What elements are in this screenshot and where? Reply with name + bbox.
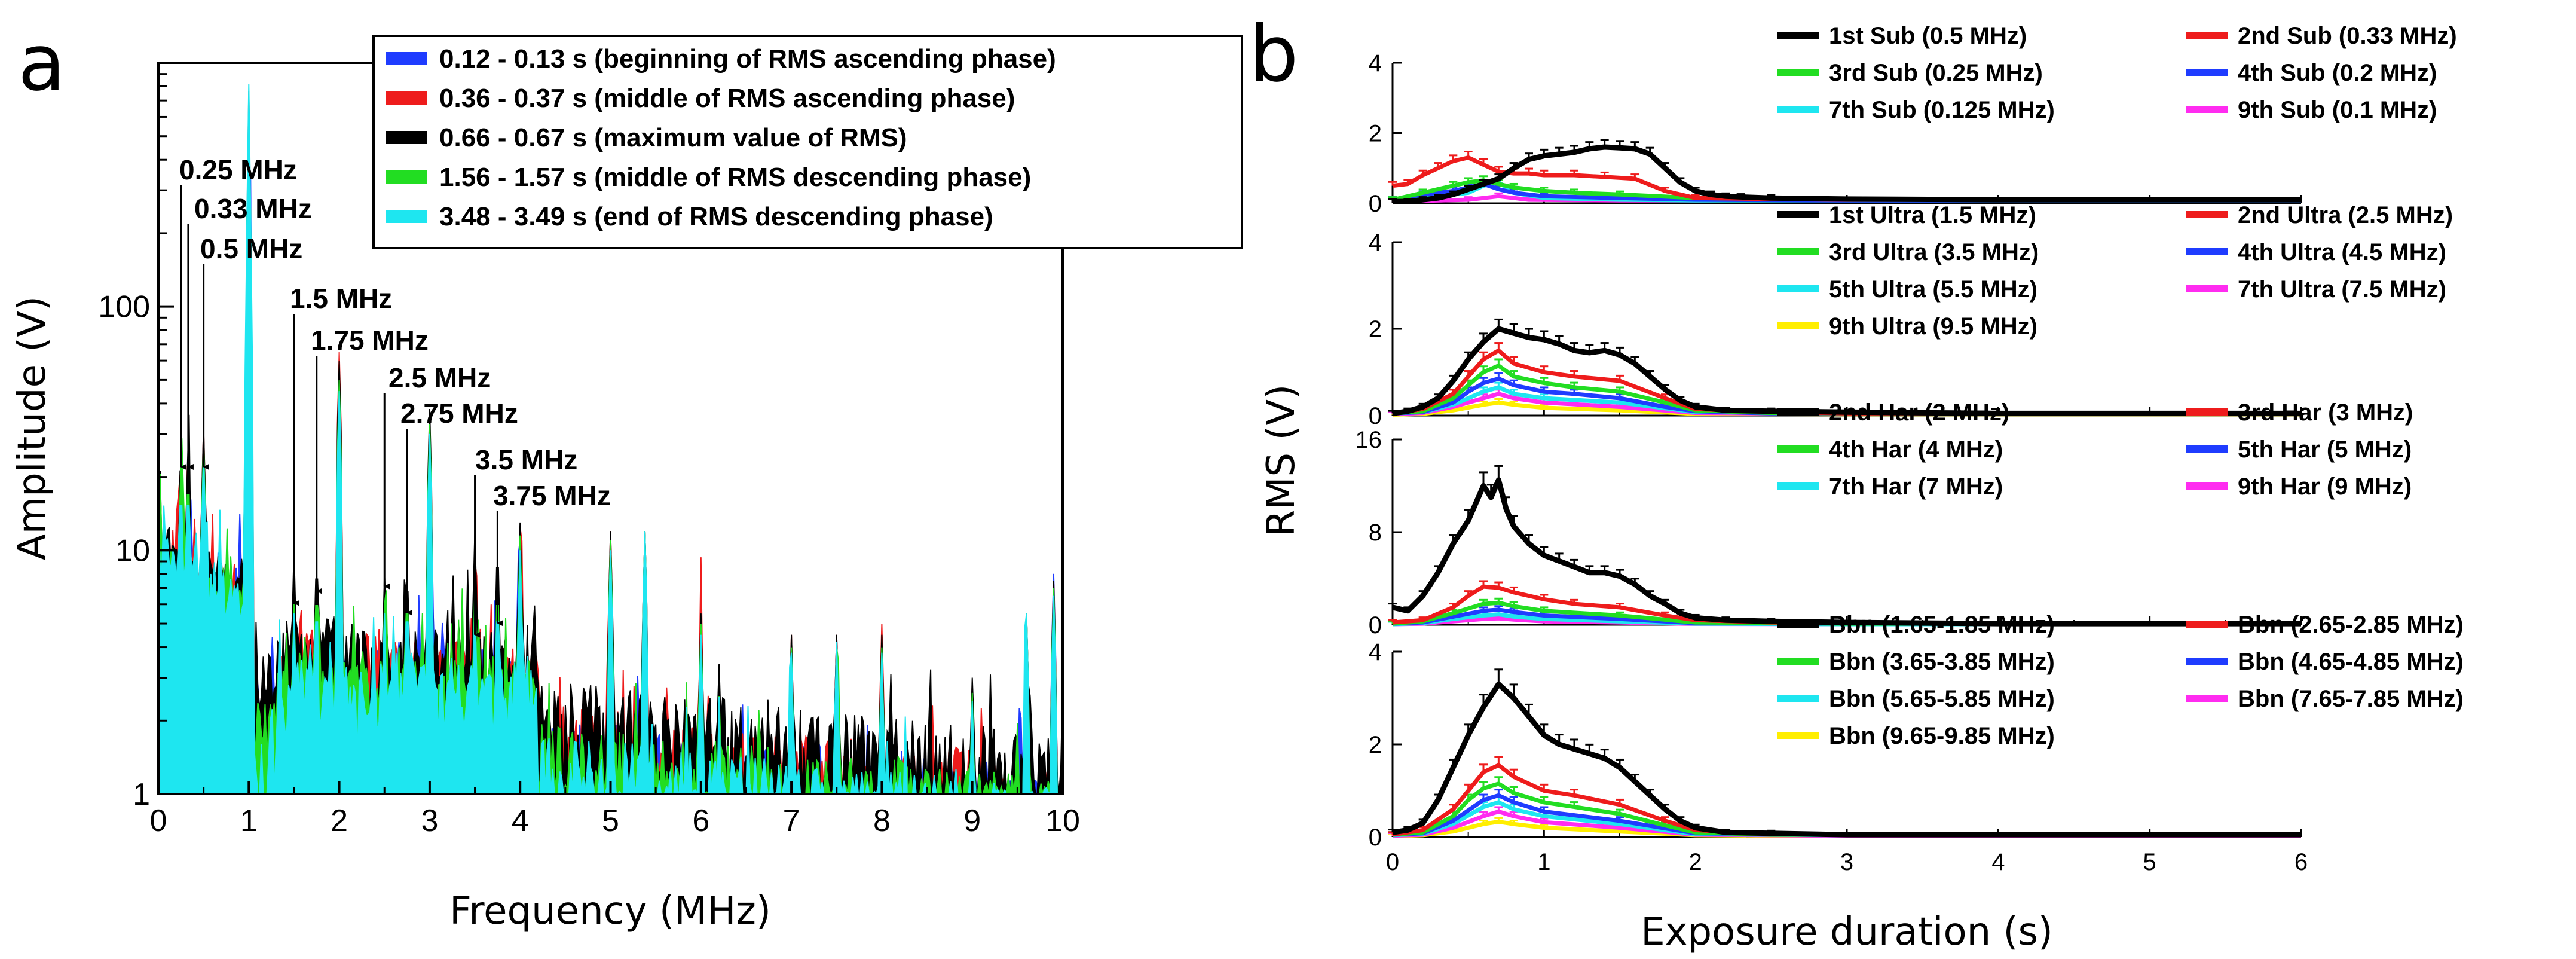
x-tick-label: 5 <box>2143 849 2156 875</box>
annotation-label: 1.5 MHz <box>290 283 392 314</box>
panel-b-letter: b <box>1249 8 1299 99</box>
y-tick-label: 0 <box>1369 612 1382 639</box>
x-tick-label: 6 <box>2294 849 2308 875</box>
panel-a-chart: 0.25 MHz 0.33 MHz 0.5 MHz 1.5 MHz 1.75 MHz 2.… <box>10 35 1243 933</box>
peak-annotations: 0.25 MHz 0.33 MHz 0.5 MHz 1.5 MHz 1.75 MHz 2.… <box>179 154 611 638</box>
legend-label: 7th Sub (0.125 MHz) <box>1829 97 2055 123</box>
legend-label: Bbn (4.65-4.85 MHz) <box>2238 649 2464 675</box>
annotation-label: 3.75 MHz <box>493 480 611 511</box>
y-tick-label: 0 <box>1369 403 1382 429</box>
legend-label: 2nd Ultra (2.5 MHz) <box>2238 202 2453 228</box>
y-tick-label: 4 <box>1369 230 1382 256</box>
y-tick-label: 1 <box>133 777 150 812</box>
x-tick-label: 1 <box>1537 849 1550 875</box>
x-tick-label: 4 <box>512 804 529 838</box>
legend-label: Bbn (1.65-1.85 MHz) <box>1829 612 2055 638</box>
x-tick-label: 5 <box>602 804 619 838</box>
annotation-label: 2.75 MHz <box>400 398 518 429</box>
legend-label: 4th Har (4 MHz) <box>1829 436 2003 463</box>
y-tick-label: 2 <box>1369 316 1382 343</box>
legend-label: 7th Ultra (7.5 MHz) <box>2238 276 2446 303</box>
subplot-broadband-noise: 0 2 4 Bbn (1.65-1.85 MHz) Bbn (2.65-2.85 MHz… <box>1369 612 2464 851</box>
legend: 0.12 - 0.13 s (beginning of RMS ascendin… <box>372 35 1243 249</box>
x-axis-title-b: Exposure duration (s) <box>1641 910 2053 954</box>
x-tick-label: 2 <box>331 804 348 838</box>
legend-label: Bbn (9.65-9.85 MHz) <box>1829 723 2055 749</box>
legend-label: 0.66 - 0.67 s (maximum value of RMS) <box>439 123 907 152</box>
x-tick-label: 1 <box>240 804 258 838</box>
spectrum-series-group <box>158 84 1063 794</box>
x-tick-label: 2 <box>1689 849 1702 875</box>
legend-label: 0.12 - 0.13 s (beginning of RMS ascendin… <box>439 44 1056 74</box>
annotation-label: 3.5 MHz <box>475 444 577 475</box>
legend-label: 9th Har (9 MHz) <box>2238 474 2412 500</box>
y-tick-label: 10 <box>115 533 150 568</box>
legend-label: 9th Ultra (9.5 MHz) <box>1829 313 2037 340</box>
legend-box <box>372 35 1243 249</box>
y-tick-label: 4 <box>1369 639 1382 665</box>
legend-label: 1st Ultra (1.5 MHz) <box>1829 202 2036 228</box>
rms-line-1st-ultra-1-5-mhz <box>1392 326 2301 416</box>
legend-label: 2nd Har (2 MHz) <box>1829 399 2009 426</box>
y-tick-label: 0 <box>1369 191 1382 217</box>
rms-line-2nd-har-2-mhz <box>1391 477 2301 627</box>
y-axis-title-b: RMS (V) <box>1259 384 1304 536</box>
x-tick-label: 10 <box>1045 804 1080 838</box>
legend-label: 1.56 - 1.57 s (middle of RMS descending … <box>439 163 1031 192</box>
x-tick-label: 3 <box>421 804 438 838</box>
panel-a-letter: a <box>18 17 66 108</box>
spectrum-series-5 <box>158 84 1063 794</box>
legend-label: 3rd Sub (0.25 MHz) <box>1829 60 2043 86</box>
y-axis-title: Amplitude (V) <box>10 296 54 560</box>
subplot-subharmonics: 0 2 4 1st Sub (0.5 MHz) 2nd Sub (0.33 MHz) 3r… <box>1369 23 2457 217</box>
x-tick-label: 7 <box>783 804 800 838</box>
legend-label: 5th Har (5 MHz) <box>2238 436 2412 463</box>
legend-label: 4th Ultra (4.5 MHz) <box>2238 239 2446 265</box>
legend-label: 1st Sub (0.5 MHz) <box>1829 23 2027 49</box>
subplot-harmonics: 0 8 16 2nd Har (2 MHz) 3rd Har (3 MHz) 4th Ha… <box>1356 399 2413 639</box>
legend-label: 4th Sub (0.2 MHz) <box>2238 60 2437 86</box>
legend-label: 9th Sub (0.1 MHz) <box>2238 97 2437 123</box>
y-tick-label: 0 <box>1369 824 1382 851</box>
y-tick-label: 2 <box>1369 732 1382 758</box>
x-tick-label: 6 <box>692 804 709 838</box>
x-tick-label: 4 <box>1991 849 2005 875</box>
legend-label: 3rd Har (3 MHz) <box>2238 399 2413 426</box>
x-tick-label: 8 <box>873 804 891 838</box>
legend-label: Bbn (3.65-3.85 MHz) <box>1829 649 2055 675</box>
legend-label: 0.36 - 0.37 s (middle of RMS ascending p… <box>439 84 1015 113</box>
annotation-label: 1.75 MHz <box>311 325 429 356</box>
legend-label: Bbn (5.65-5.85 MHz) <box>1829 686 2055 712</box>
annotation-label: 0.33 MHz <box>194 193 312 224</box>
y-tick-label: 8 <box>1369 520 1382 546</box>
x-tick-label: 3 <box>1840 849 1853 875</box>
y-tick-label: 2 <box>1369 121 1382 147</box>
annotation-label: 0.25 MHz <box>179 154 297 185</box>
legend-label: 5th Ultra (5.5 MHz) <box>1829 276 2037 303</box>
x-tick-label: 0 <box>150 804 167 838</box>
annotation-label: 2.5 MHz <box>388 362 491 393</box>
x-axis-title: Frequency (MHz) <box>449 889 771 933</box>
x-tick-label: 9 <box>963 804 981 838</box>
legend-label: 7th Har (7 MHz) <box>1829 474 2003 500</box>
y-tick-label: 16 <box>1356 427 1382 453</box>
x-tick-label: 0 <box>1386 849 1399 875</box>
y-tick-label: 100 <box>98 290 150 325</box>
legend-label: 2nd Sub (0.33 MHz) <box>2238 23 2457 49</box>
subplot-ultraharmonics: 0 2 4 1st Ultra (1.5 MHz) 2nd Ultra (2.5 MHz… <box>1369 202 2453 429</box>
legend-label: Bbn (7.65-7.85 MHz) <box>2238 686 2464 712</box>
legend-label: Bbn (2.65-2.85 MHz) <box>2238 612 2464 638</box>
rms-subplots: 0 2 4 1st Sub (0.5 MHz) 2nd Sub (0.33 MHz) 3r… <box>1356 23 2464 875</box>
panel-b-chart: 0 2 4 1st Sub (0.5 MHz) 2nd Sub (0.33 MHz) 3r… <box>1259 23 2464 954</box>
y-tick-label: 4 <box>1369 50 1382 77</box>
legend-label: 3rd Ultra (3.5 MHz) <box>1829 239 2039 265</box>
annotation-label: 0.5 MHz <box>200 233 302 264</box>
legend-label: 3.48 - 3.49 s (end of RMS descending pha… <box>439 202 993 231</box>
